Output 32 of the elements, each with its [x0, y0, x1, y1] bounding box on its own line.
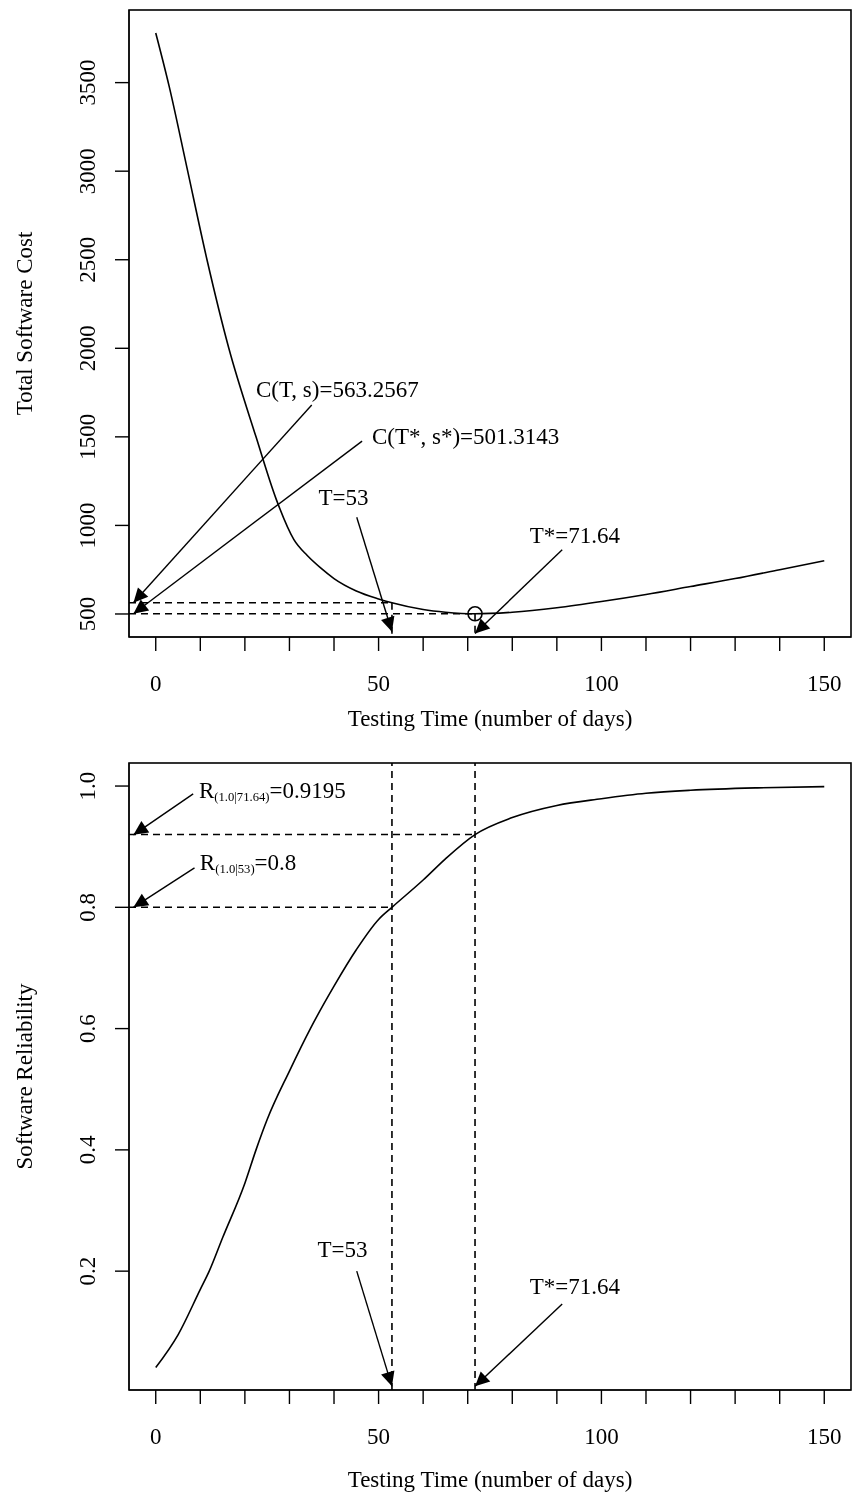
x-tick-label: 150	[807, 1423, 842, 1449]
y-tick-label: 0.2	[75, 1256, 101, 1286]
annotation: T*=71.64	[529, 1273, 621, 1299]
annotation: R$_{(1.0|71.64)}$=0.9195	[198, 777, 346, 804]
y-tick-label: 500	[75, 596, 101, 632]
x-tick-label: 0	[149, 1423, 162, 1449]
x-tick-label: 100	[584, 670, 619, 696]
annotation: T=53	[318, 484, 369, 510]
x-tick-label: 50	[367, 670, 391, 696]
annotation: C(T, s)=563.2567	[256, 376, 419, 402]
y-tick-label: 0.4	[75, 1135, 101, 1165]
y-tick-label: 1000	[75, 502, 101, 549]
annotation: T*=71.64	[529, 522, 621, 548]
x-tick-label: 100	[584, 1423, 619, 1449]
x-tick-label: 0	[149, 670, 162, 696]
y-axis-title: Total Software Cost	[11, 231, 37, 416]
y-tick-label: 2000	[75, 325, 101, 372]
annotation: C(T*, s*)=501.3143	[371, 423, 560, 449]
y-tick-label: 0.8	[75, 892, 101, 922]
x-tick-label: 150	[807, 670, 842, 696]
y-tick-label: 1.0	[75, 771, 101, 801]
y-tick-label: 0.6	[75, 1014, 101, 1043]
y-axis-title: Software Reliability	[11, 983, 37, 1170]
annotation: R$_{(1.0|53)}$=0.8	[199, 849, 297, 877]
x-axis-title: Testing Time (number of days)	[347, 705, 633, 731]
y-tick-label: 1500	[75, 413, 101, 460]
y-tick-label: 2500	[75, 236, 101, 283]
x-tick-label: 50	[367, 1423, 391, 1449]
x-axis-title: Testing Time (number of days)	[347, 1466, 633, 1492]
y-tick-label: 3000	[75, 148, 101, 195]
annotation: T=53	[317, 1236, 368, 1262]
y-tick-label: 3500	[75, 59, 101, 106]
